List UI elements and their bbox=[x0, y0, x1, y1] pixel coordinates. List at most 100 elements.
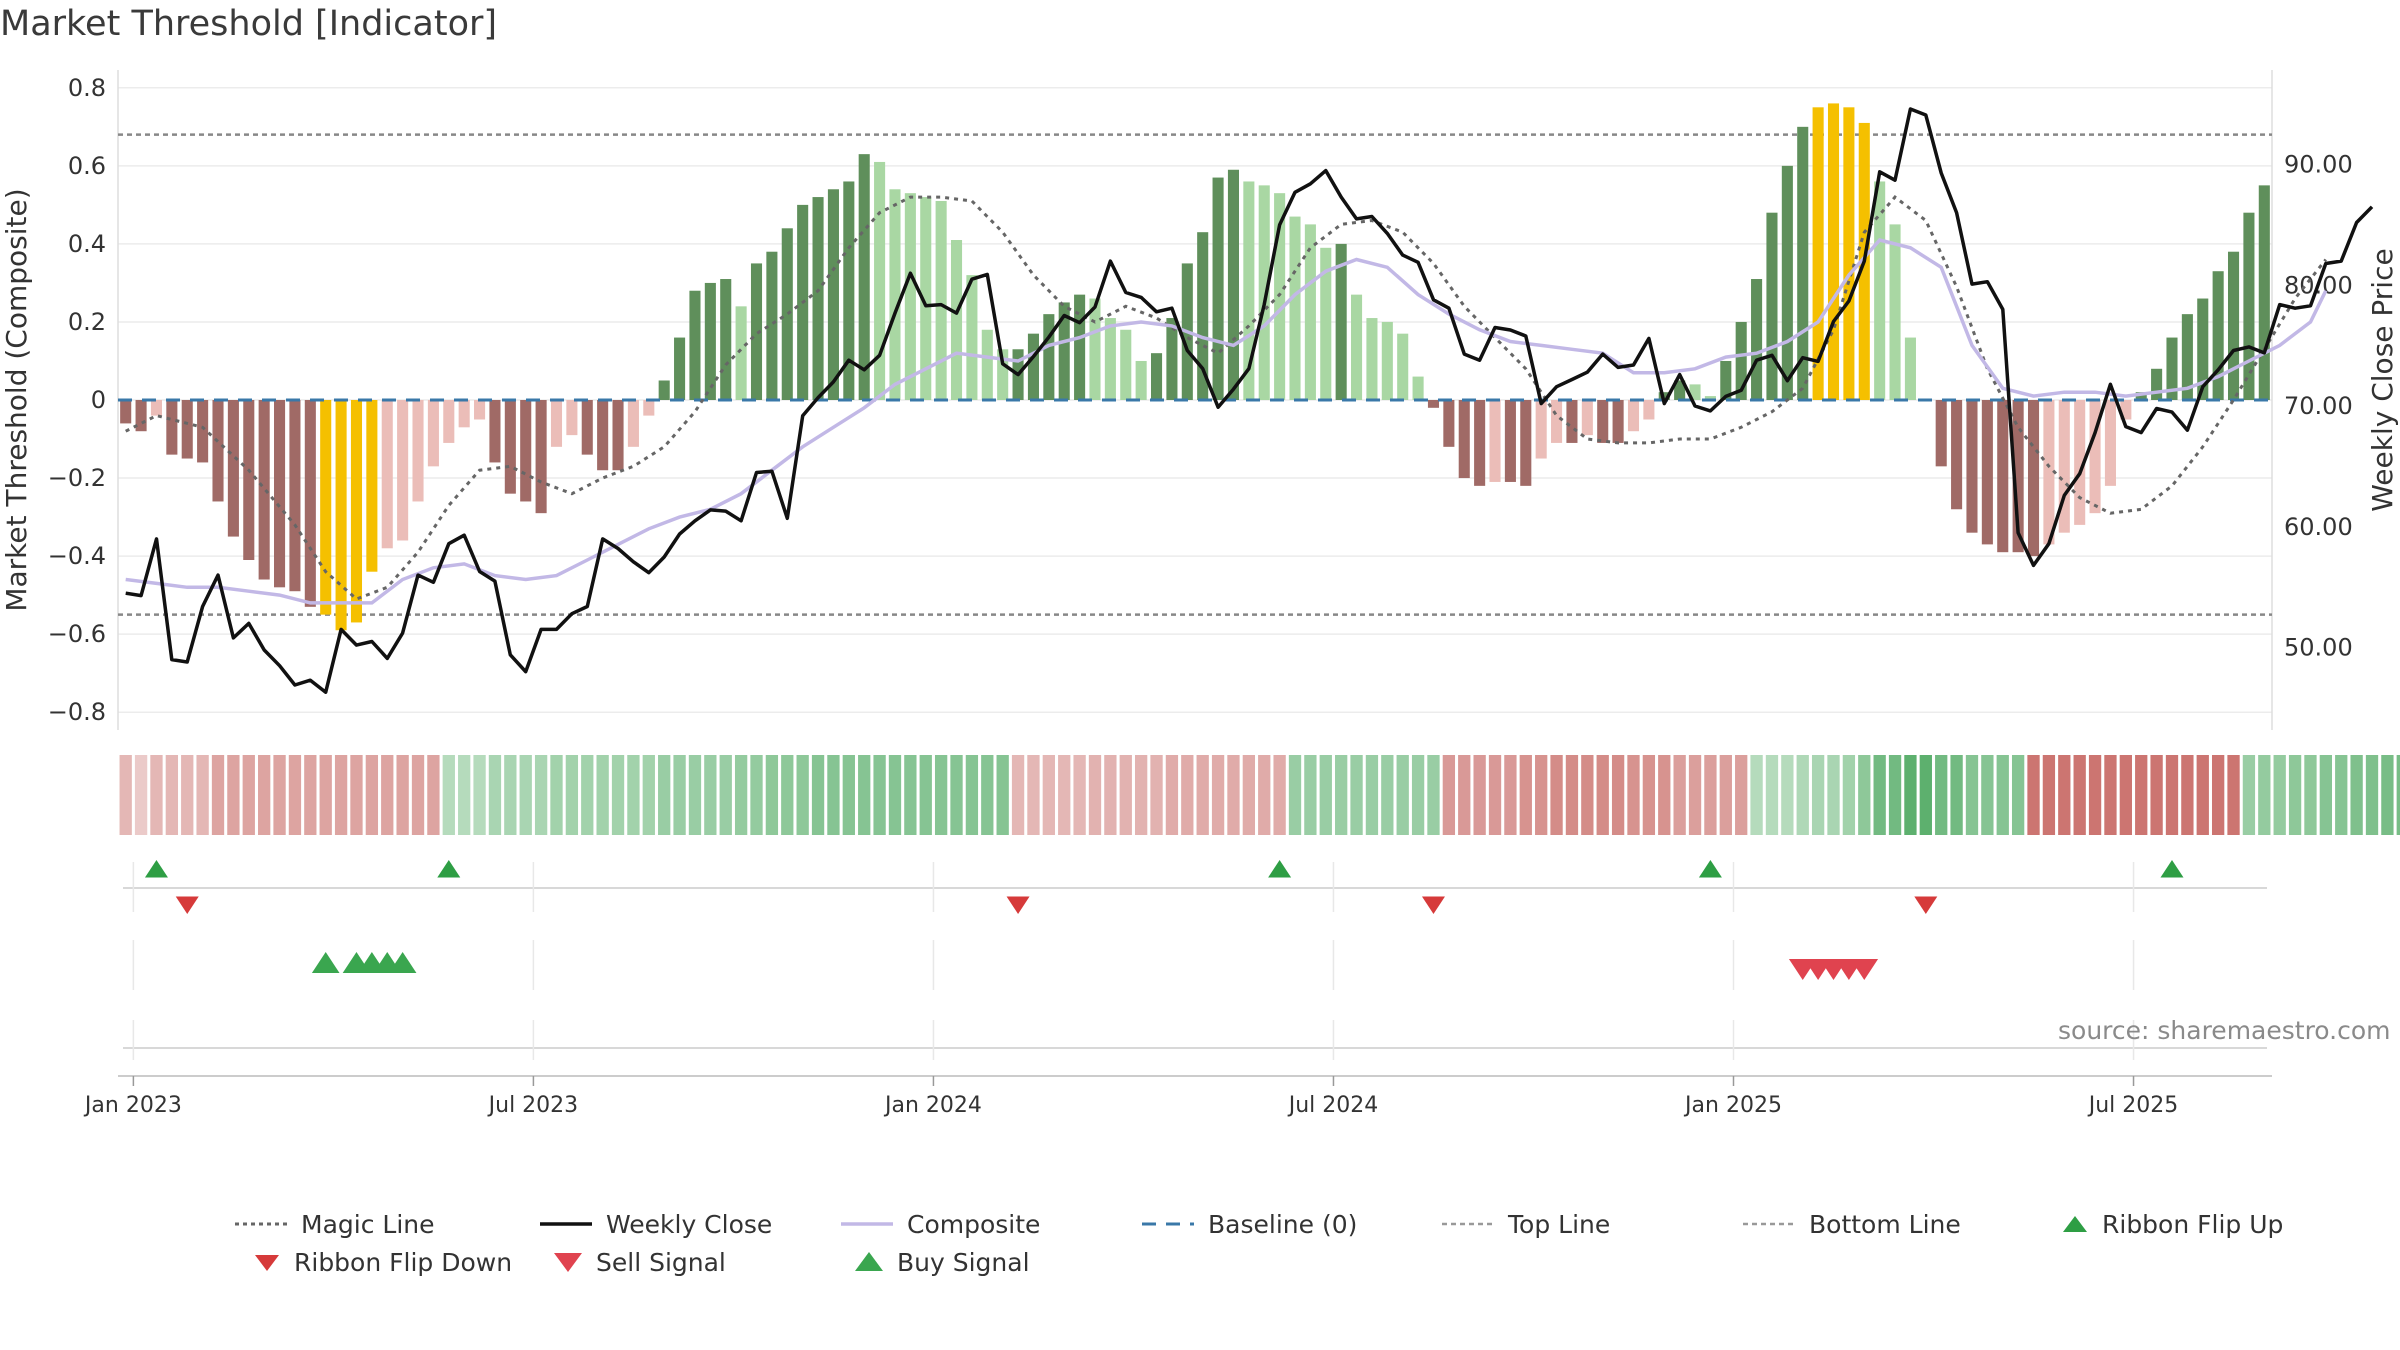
histogram-bar bbox=[750, 263, 763, 400]
histogram-bar bbox=[366, 400, 378, 572]
ribbon-cell bbox=[1504, 755, 1517, 835]
ribbon-cell bbox=[904, 755, 917, 835]
ribbon-cell bbox=[950, 755, 963, 835]
ribbon-cell bbox=[1704, 755, 1717, 835]
ribbon-cell bbox=[2104, 755, 2117, 835]
histogram-bar bbox=[2089, 400, 2101, 514]
y2-tick-label: 70.00 bbox=[2284, 392, 2353, 420]
ribbon-cell bbox=[2119, 755, 2132, 835]
ribbon-cell bbox=[1396, 755, 1409, 835]
histogram-bar bbox=[120, 400, 132, 424]
histogram-bar bbox=[304, 400, 316, 607]
ribbon-cell bbox=[611, 755, 625, 835]
histogram-bar bbox=[227, 400, 239, 537]
y-tick-label: 0.2 bbox=[68, 308, 106, 336]
ribbon-flip-down-marker bbox=[1006, 896, 1030, 914]
composite-line bbox=[125, 238, 2328, 605]
y-tick-label: 0.6 bbox=[68, 152, 106, 180]
ribbon-cell bbox=[658, 755, 671, 835]
ribbon-cell bbox=[1258, 755, 1271, 835]
y2-tick-label: 90.00 bbox=[2284, 151, 2353, 179]
ribbon-cell bbox=[1565, 755, 1579, 835]
histogram-bar bbox=[1320, 247, 1332, 400]
legend-buy-signal: Buy Signal bbox=[853, 1244, 1030, 1280]
ribbon-cell bbox=[273, 755, 286, 835]
y-tick-label: 0.4 bbox=[68, 230, 106, 258]
histogram-bar bbox=[458, 400, 470, 428]
histogram-bar bbox=[2151, 368, 2163, 400]
ribbon-cell bbox=[1888, 755, 1902, 835]
y-tick-label: −0.4 bbox=[48, 542, 106, 570]
ribbon-cell bbox=[1950, 755, 1963, 835]
legend-label: Bottom Line bbox=[1809, 1209, 1961, 1239]
y-tick-label: −0.2 bbox=[48, 464, 106, 492]
ribbon-cell bbox=[704, 755, 717, 835]
ribbon-cell bbox=[1919, 755, 1932, 835]
ribbon-cell bbox=[396, 755, 409, 835]
histogram-bar bbox=[1889, 224, 1901, 400]
histogram-bar bbox=[2135, 392, 2147, 400]
ribbon-cell bbox=[165, 755, 179, 835]
magic-line bbox=[125, 195, 2327, 601]
histogram-bar bbox=[766, 251, 778, 400]
x-tick-label: Jul 2025 bbox=[2087, 1093, 2179, 1118]
histogram-bar bbox=[889, 189, 901, 400]
legend-label: Top Line bbox=[1508, 1209, 1611, 1239]
ribbon-cell bbox=[381, 755, 394, 835]
ribbon-cell bbox=[442, 755, 455, 835]
y2-axis-title: Weekly Close Price bbox=[2366, 248, 2399, 511]
histogram-bar bbox=[1397, 333, 1409, 400]
ribbon-cell bbox=[2196, 755, 2209, 835]
ribbon-cell bbox=[1581, 755, 1594, 835]
ribbon-cell bbox=[2288, 755, 2302, 835]
histogram-bar bbox=[550, 400, 563, 447]
ribbon-cell bbox=[319, 755, 332, 835]
ribbon-cell bbox=[1134, 755, 1148, 835]
histogram-bar bbox=[397, 400, 409, 541]
ribbon-cell bbox=[2181, 755, 2194, 835]
histogram-bar bbox=[243, 400, 255, 560]
histogram-bar bbox=[1720, 360, 1732, 400]
histogram-bar bbox=[1704, 396, 1716, 400]
histogram-bar bbox=[1843, 107, 1855, 400]
ribbon-cell bbox=[196, 755, 209, 835]
histogram-bar bbox=[1504, 400, 1516, 482]
ribbon-flip-up-marker bbox=[1698, 860, 1722, 878]
x-tick-label: Jul 2024 bbox=[1287, 1093, 1379, 1118]
histogram-bar bbox=[1089, 298, 1101, 400]
ribbon-cell bbox=[2273, 755, 2286, 835]
ribbon-cell bbox=[427, 755, 440, 835]
histogram-bar bbox=[1951, 400, 1963, 510]
histogram-bar bbox=[843, 181, 855, 400]
ribbon-cell bbox=[1981, 755, 1994, 835]
legend-magic-line: Magic Line bbox=[233, 1206, 435, 1242]
ribbon-cell bbox=[596, 755, 609, 835]
ribbon-cell bbox=[2258, 755, 2271, 835]
ribbon-cell bbox=[1335, 755, 1348, 835]
histogram-bar bbox=[1227, 169, 1240, 400]
histogram-bar bbox=[1474, 400, 1486, 486]
ribbon-flip-up-marker bbox=[144, 860, 168, 878]
ribbon-cell bbox=[119, 755, 132, 835]
histogram-bar bbox=[1381, 321, 1393, 400]
ribbon-cell bbox=[1365, 755, 1379, 835]
histogram-bar bbox=[212, 400, 224, 502]
histogram-bar bbox=[1335, 243, 1347, 400]
histogram-bar bbox=[2058, 400, 2070, 533]
histogram-bar bbox=[2012, 400, 2024, 553]
ribbon-cell bbox=[827, 755, 840, 835]
ribbon-cell bbox=[2396, 755, 2400, 835]
histogram-bar bbox=[2181, 314, 2193, 400]
histogram-bar bbox=[150, 400, 163, 416]
ribbon-cell bbox=[581, 755, 594, 835]
legend-label: Ribbon Flip Up bbox=[2102, 1209, 2284, 1239]
x-tick-label: Jan 2023 bbox=[83, 1093, 182, 1118]
histogram-bar bbox=[1812, 107, 1824, 400]
histogram-bar bbox=[1766, 212, 1778, 400]
ribbon-cell bbox=[2011, 755, 2025, 835]
ribbon-cell bbox=[734, 755, 748, 835]
ribbon-cell bbox=[1750, 755, 1763, 835]
histogram-bar bbox=[1058, 302, 1070, 400]
ribbon-cell bbox=[2335, 755, 2348, 835]
ribbon-cell bbox=[642, 755, 655, 835]
